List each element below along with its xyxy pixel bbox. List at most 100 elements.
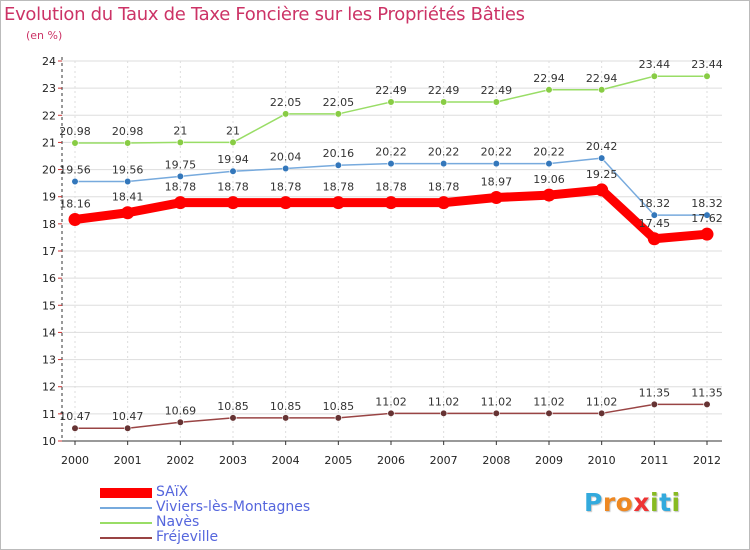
data-point [71,177,79,186]
data-label: 11.35 [691,386,723,399]
data-point [279,196,293,210]
data-point [492,160,500,168]
data-label: 22.94 [533,72,565,85]
x-tick-label: 2009 [535,454,563,467]
data-point [334,110,342,118]
y-tick-label: 13 [42,354,56,367]
legend-label-naves: Navès [156,514,200,530]
data-label: 18.97 [481,176,513,189]
data-point [489,191,503,205]
data-point [282,414,290,422]
x-tick-label: 2005 [324,454,352,467]
data-label: 21 [226,124,240,137]
data-label: 19.25 [586,168,618,181]
data-label: 20.22 [375,146,407,159]
data-label: 19.56 [112,164,144,177]
data-label: 17.62 [691,212,723,225]
y-tick-label: 10 [42,435,56,448]
y-tick-label: 21 [42,136,56,149]
data-point [545,409,553,417]
data-label: 22.49 [375,84,407,97]
data-point [703,72,711,80]
data-label: 20.04 [270,150,302,163]
data-point [598,154,606,162]
y-tick-label: 11 [42,408,56,421]
y-tick-label: 18 [42,218,56,231]
data-label: 18.41 [112,191,144,204]
data-label: 10.47 [112,410,144,423]
logo-letter: r [602,488,616,517]
unit-label: (en %) [26,29,63,42]
data-point [703,211,711,219]
data-label: 18.78 [270,181,302,194]
data-label: 18.78 [375,181,407,194]
data-label: 22.49 [481,84,513,97]
x-tick-label: 2010 [588,454,616,467]
data-label: 10.47 [59,410,91,423]
data-label: 18.32 [691,197,723,210]
y-tick-label: 22 [42,109,56,122]
data-point [124,177,132,186]
data-label: 10.85 [323,400,355,413]
data-label: 11.02 [428,395,460,408]
x-tick-label: 2000 [61,454,89,467]
data-label: 23.44 [691,58,723,71]
data-point [387,98,395,106]
data-label: 11.02 [481,395,513,408]
data-point [384,196,398,210]
data-point [542,188,556,202]
data-point [545,86,553,94]
legend-swatch-viviers [100,507,152,509]
legend-swatch-frejeville [100,537,152,539]
data-point [226,196,240,210]
data-label: 20.98 [112,125,144,138]
data-label: 20.22 [428,146,460,159]
data-label: 10.85 [270,400,302,413]
x-tick-label: 2003 [219,454,247,467]
x-tick-label: 2006 [377,454,405,467]
data-label: 19.94 [217,153,249,166]
legend-swatch-naves [100,522,152,524]
legend-label-saix: SAïX [156,484,189,500]
y-tick-label: 14 [42,326,56,339]
y-tick-label: 15 [42,299,56,312]
data-point [700,227,714,241]
data-label: 22.05 [323,96,355,109]
y-tick-label: 24 [42,55,56,68]
data-point [440,409,448,417]
data-label: 10.69 [165,404,197,417]
data-point [71,424,79,432]
y-tick-label: 12 [42,381,56,394]
data-label: 20.16 [323,147,355,160]
logo-letter: i [650,488,660,517]
data-point [176,418,184,426]
data-label: 11.35 [639,386,671,399]
data-point [440,98,448,106]
y-tick-label: 17 [42,245,56,258]
data-point [440,160,448,168]
y-tick-label: 16 [42,272,56,285]
data-point [229,138,237,147]
data-point [229,167,237,175]
data-point [650,211,658,219]
data-label: 22.49 [428,84,460,97]
data-label: 18.78 [217,181,249,194]
data-label: 19.75 [165,158,197,171]
logo-letter: x [633,488,650,517]
data-point [176,138,184,147]
data-label: 19.56 [59,164,91,177]
data-point [229,414,237,422]
data-point [176,172,184,180]
data-point [124,424,132,432]
data-label: 18.32 [639,197,671,210]
data-point [703,400,711,408]
data-point [492,98,500,106]
data-point [595,183,609,197]
data-point [124,139,132,147]
data-label: 20.42 [586,140,618,153]
logo-letter: P [584,488,603,517]
data-point [650,400,658,408]
data-label: 11.02 [375,395,407,408]
